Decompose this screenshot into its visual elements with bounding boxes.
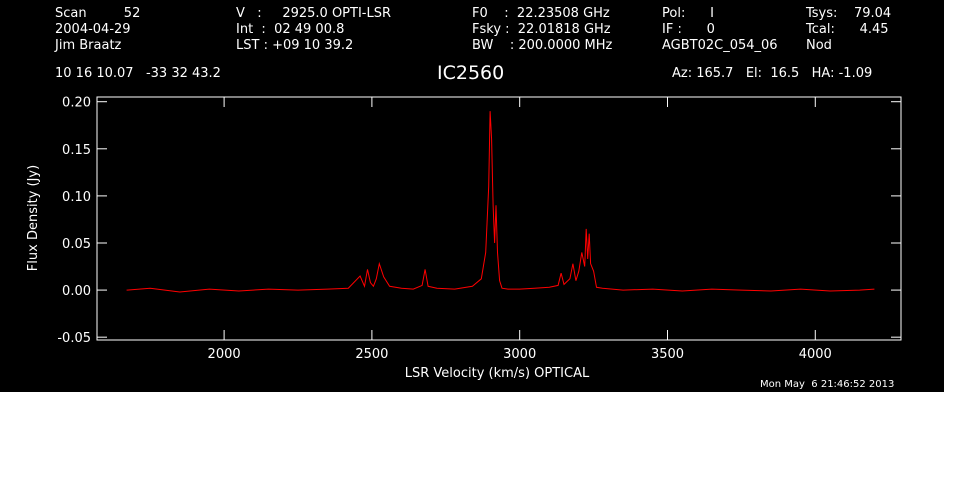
- plot-panel: Scan 52 2004-04-29 Jim Braatz V : 2925.0…: [0, 0, 944, 392]
- lst-label: LST : +09 10 39.2: [236, 38, 354, 53]
- x-tick-label: 2000: [208, 347, 241, 362]
- tcal-label: Tcal: 4.45: [806, 22, 889, 37]
- observer-label: Jim Braatz: [55, 38, 122, 53]
- scan-label: Scan 52: [55, 6, 141, 21]
- x-tick-label: 3500: [651, 347, 684, 362]
- date-label: 2004-04-29: [55, 22, 131, 37]
- y-tick-label: 0.10: [62, 190, 91, 205]
- y-axis-title: Flux Density (Jy): [26, 165, 41, 271]
- project-label: AGBT02C_054_06: [662, 38, 778, 53]
- y-tick-label: 0.20: [62, 96, 91, 111]
- x-axis: 2000 2500 3000 3500 4000: [208, 97, 832, 362]
- az-el-ha-label: Az: 165.7 El: 16.5 HA: -1.09: [672, 66, 873, 81]
- plot-frame: [96, 96, 902, 341]
- y-axis: -0.05 0.00 0.05 0.10 0.15 0.20: [57, 96, 901, 346]
- spectrum-chart: 2000 2500 3000 3500 4000 -0.05 0.00 0.05 0.10 0.…: [26, 96, 902, 381]
- source-name: IC2560: [437, 62, 505, 84]
- procedure-label: Nod: [806, 38, 832, 53]
- rest-frequency-label: F0 : 22.23508 GHz: [472, 6, 610, 21]
- velocity-label: V : 2925.0 OPTI-LSR: [236, 6, 392, 21]
- bandwidth-label: BW : 200.0000 MHz: [472, 38, 613, 53]
- sky-frequency-label: Fsky : 22.01818 GHz: [472, 22, 611, 37]
- x-tick-label: 3000: [503, 347, 536, 362]
- x-tick-label: 2500: [355, 347, 388, 362]
- y-tick-label: 0.05: [62, 237, 91, 252]
- x-tick-label: 4000: [799, 347, 832, 362]
- spectrum-trace: [126, 111, 875, 293]
- coordinates-label: 10 16 10.07 -33 32 43.2: [55, 66, 221, 81]
- y-tick-label: -0.05: [57, 331, 91, 346]
- tsys-label: Tsys: 79.04: [806, 6, 892, 21]
- if-label: IF : 0: [662, 22, 715, 37]
- polarization-label: Pol: I: [662, 6, 714, 21]
- timestamp: Mon May 6 21:46:52 2013: [760, 379, 895, 390]
- x-axis-title: LSR Velocity (km/s) OPTICAL: [405, 366, 590, 381]
- integration-label: Int : 02 49 00.8: [236, 22, 345, 37]
- y-tick-label: 0.00: [62, 284, 91, 299]
- y-tick-label: 0.15: [62, 143, 91, 158]
